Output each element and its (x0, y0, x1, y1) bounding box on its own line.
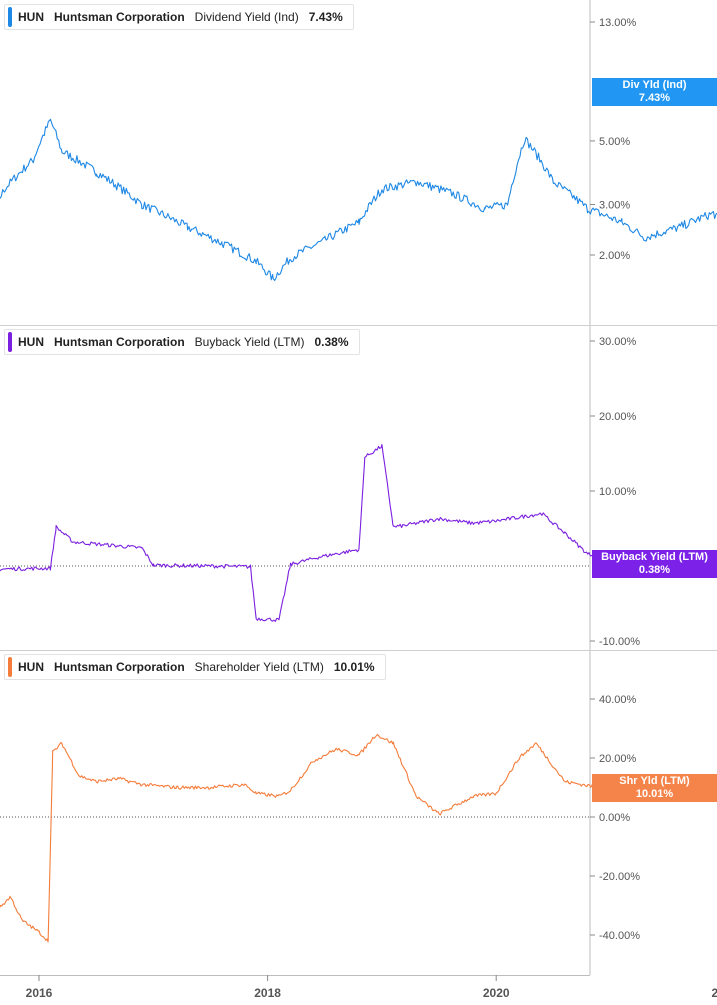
axis-ticks: 13.00% 5.00% 3.00% 2.00% 30.00% 20.00% 10.00% -… (26, 17, 717, 1000)
last-value-tag-dividend: Div Yld (Ind) 7.43% (592, 78, 717, 106)
y-tick-label: 20.00% (599, 753, 637, 765)
y-tick-label: 3.00% (599, 200, 630, 212)
tag-value: 7.43% (638, 92, 671, 104)
legend-company: Huntsman Corporation (54, 660, 185, 674)
series-color-swatch (8, 657, 12, 677)
y-tick-label: -20.00% (599, 871, 640, 883)
y-tick-label: 30.00% (599, 336, 637, 348)
legend-metric: Buyback Yield (LTM) (194, 335, 305, 349)
legend-buyback-yield[interactable]: HUN Huntsman Corporation Buyback Yield (… (4, 329, 360, 355)
x-tick-label: 2016 (26, 986, 53, 1000)
legend-dividend-yield[interactable]: HUN Huntsman Corporation Dividend Yield … (4, 4, 354, 30)
y-tick-label: 0.00% (599, 812, 630, 824)
series-layer (0, 92, 717, 943)
y-tick-label: 2.00% (599, 250, 630, 262)
y-tick-label: -10.00% (599, 636, 640, 648)
legend-metric: Dividend Yield (Ind) (194, 10, 299, 24)
last-value-tag-buyback: Buyback Yield (LTM) 0.38% (592, 550, 717, 578)
y-tick-label: 40.00% (599, 694, 637, 706)
legend-value: 0.38% (314, 335, 349, 349)
tag-value: 0.38% (638, 564, 671, 576)
y-tick-label: 10.00% (599, 486, 637, 498)
tag-label: Buyback Yield (LTM) (601, 551, 708, 563)
series-line-1[interactable] (0, 412, 717, 622)
tag-value: 10.01% (635, 788, 674, 800)
y-tick-label: 13.00% (599, 17, 637, 29)
series-color-swatch (8, 332, 12, 352)
y-tick-label: -40.00% (599, 930, 640, 942)
tag-label: Shr Yld (LTM) (619, 775, 690, 787)
tag-label: Div Yld (Ind) (622, 79, 687, 91)
legend-metric: Shareholder Yield (LTM) (194, 660, 324, 674)
legend-company: Huntsman Corporation (54, 10, 185, 24)
chart-frame (0, 0, 717, 976)
series-line-0[interactable] (0, 92, 717, 282)
x-tick-label: 2022 (711, 986, 717, 1000)
legend-ticker: HUN (18, 660, 44, 674)
legend-shareholder-yield[interactable]: HUN Huntsman Corporation Shareholder Yie… (4, 654, 386, 680)
legend-company: Huntsman Corporation (54, 335, 185, 349)
x-tick-label: 2020 (483, 986, 510, 1000)
legend-ticker: HUN (18, 335, 44, 349)
legend-ticker: HUN (18, 10, 44, 24)
legend-value: 10.01% (333, 660, 375, 674)
series-line-2[interactable] (0, 733, 717, 943)
series-color-swatch (8, 7, 12, 27)
y-tick-label: 5.00% (599, 136, 630, 148)
last-value-tag-shareholder: Shr Yld (LTM) 10.01% (592, 774, 717, 802)
x-tick-label: 2018 (254, 986, 281, 1000)
y-tick-label: 20.00% (599, 411, 637, 423)
legend-value: 7.43% (308, 10, 343, 24)
